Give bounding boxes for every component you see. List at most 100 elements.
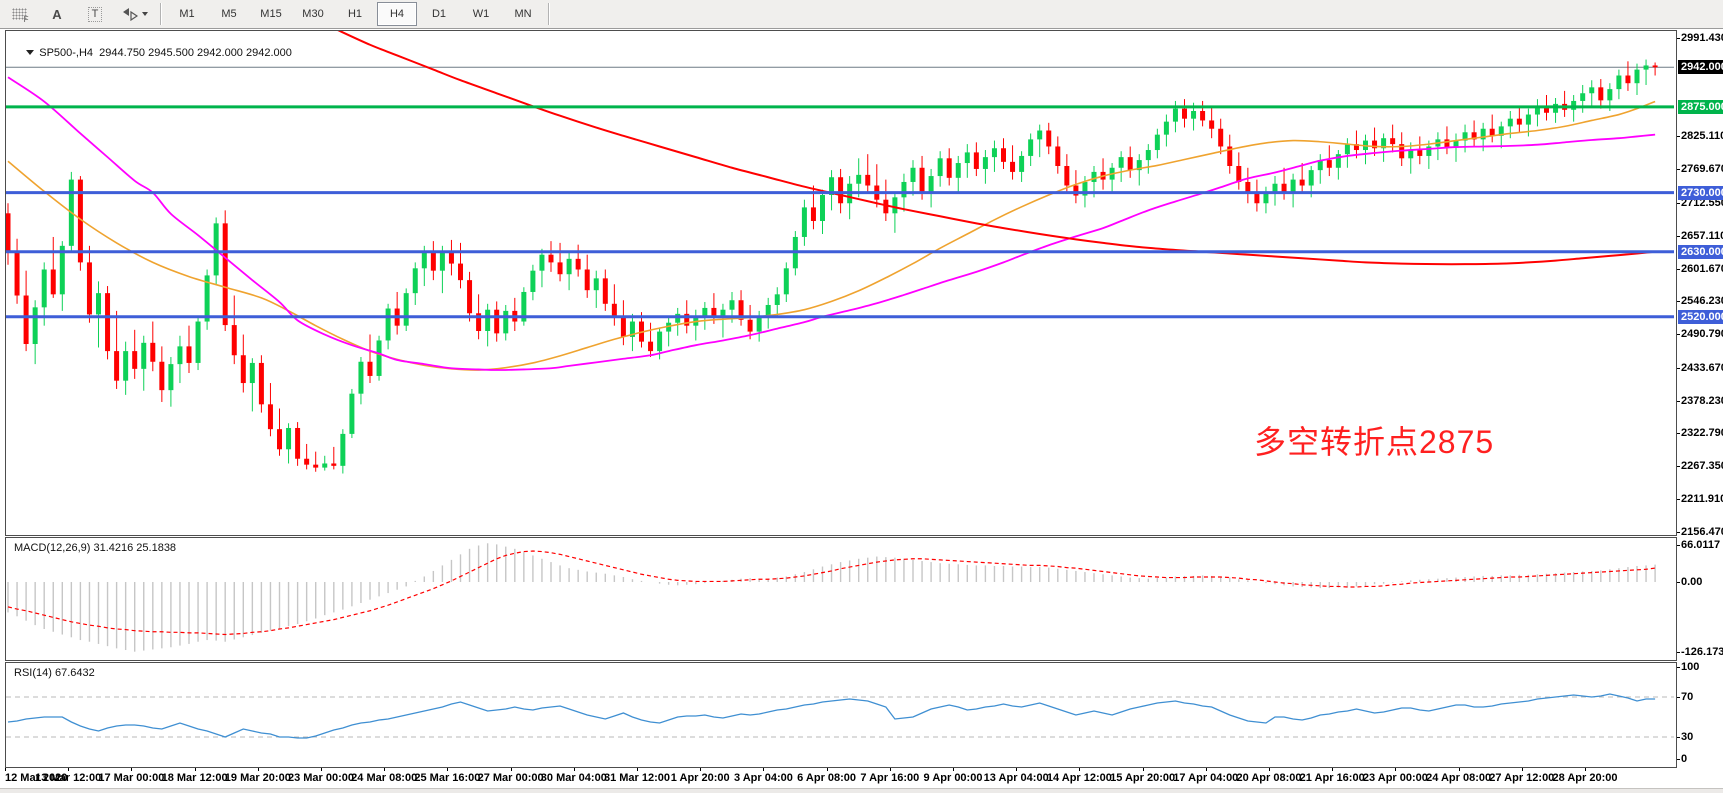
macd-canvas[interactable]: [6, 538, 1674, 658]
time-axis-tick: [763, 768, 765, 771]
macd-panel[interactable]: MACD(12,26,9) 31.4216 25.1838: [5, 537, 1677, 661]
candle-bearish: [684, 313, 690, 326]
candle-bullish: [892, 197, 898, 214]
timeframe-button-mn[interactable]: MN: [514, 8, 532, 20]
price-level-badge[interactable]: 2630.000: [1678, 244, 1723, 259]
rsi-canvas[interactable]: [6, 663, 1674, 765]
candle-bearish: [838, 177, 844, 204]
candle-bullish: [1272, 183, 1278, 192]
candle-bullish: [1019, 155, 1025, 172]
candle-bearish: [1471, 132, 1477, 140]
time-axis-label: 17 Mar 00:00: [98, 772, 165, 784]
grid-icon: F: [11, 8, 29, 24]
candle-bullish: [32, 307, 38, 345]
rsi-panel[interactable]: RSI(14) 67.6432: [5, 662, 1677, 768]
timeframe-button-h1[interactable]: H1: [347, 8, 363, 20]
rsi-line: [7, 693, 1656, 739]
timeframe-button-m15[interactable]: M15: [260, 8, 282, 20]
candle-bearish: [77, 179, 83, 263]
time-axis-label: 7 Apr 16:00: [860, 772, 920, 784]
candle-bullish: [937, 158, 943, 177]
candle-bullish: [249, 362, 255, 384]
toolbar: F A T M1 M5 M15 M30 H1 H4 D1 W1 MN: [0, 0, 1723, 29]
candle-bearish: [1236, 165, 1242, 182]
time-axis-label: 20 Apr 08:00: [1236, 772, 1302, 784]
time-axis-tick: [1585, 768, 1586, 771]
symbol-dropdown-icon[interactable]: [26, 50, 35, 55]
status-strip: [0, 788, 1723, 793]
candle-bullish: [1091, 171, 1097, 182]
time-axis-label: 23 Apr 00:00: [1362, 772, 1428, 784]
time-axis-label: 3 Apr 04:00: [733, 772, 793, 784]
time-axis-label: 6 Apr 08:00: [797, 772, 857, 784]
timeframe-button-m1[interactable]: M1: [179, 8, 195, 20]
candle-bullish: [1453, 140, 1459, 148]
arrows-tool-button[interactable]: [115, 2, 155, 26]
candle-bullish: [593, 278, 599, 291]
candle-bullish: [1308, 170, 1314, 186]
candle-bearish: [267, 404, 273, 430]
time-axis-tick: [1395, 768, 1397, 771]
time-axis-tick: [573, 768, 575, 771]
candle-bearish: [476, 313, 482, 331]
price-level-badge[interactable]: 2942.000: [1678, 60, 1723, 75]
candle-bullish: [412, 268, 418, 294]
candle-bearish: [1598, 87, 1604, 101]
ma-slow-line: [337, 31, 1656, 266]
timeframe-button-d1[interactable]: D1: [431, 8, 447, 20]
candle-bearish: [313, 464, 319, 468]
candles-layer: [6, 59, 1658, 474]
candle-bullish: [530, 270, 536, 292]
timeframe-button-h4[interactable]: H4: [377, 2, 417, 26]
grid-tool-button[interactable]: F: [1, 2, 37, 26]
candle-bullish: [765, 304, 771, 316]
candle-bullish: [1498, 126, 1504, 136]
price-level-badge[interactable]: 2520.000: [1678, 309, 1723, 324]
time-axis-tick: [321, 768, 322, 771]
timeframe-button-m5[interactable]: M5: [221, 8, 237, 20]
candle-bullish: [1616, 75, 1622, 90]
candle-bullish: [1145, 150, 1151, 161]
candle-bearish: [1417, 150, 1423, 156]
timeframe-button-m30[interactable]: M30: [302, 8, 324, 20]
time-axis: 12 Mar 2020 13 Mar 12:00 17 Mar 00:00 18 Ma…: [0, 768, 1723, 788]
candle-bearish: [114, 351, 120, 381]
candle-bullish: [566, 258, 572, 275]
candle-bearish: [810, 207, 816, 221]
candle-bearish: [430, 251, 436, 271]
candle-bearish: [222, 223, 228, 326]
candle-bullish: [1172, 108, 1178, 122]
candle-bearish: [240, 355, 246, 384]
candle-bullish: [1082, 181, 1088, 196]
candle-bullish: [991, 148, 997, 158]
candle-bearish: [304, 458, 310, 465]
price-chart-canvas[interactable]: [6, 31, 1674, 533]
timeframe-button-w1[interactable]: W1: [472, 8, 490, 20]
candle-bearish: [575, 258, 581, 270]
time-axis-label: 18 Mar 12:00: [161, 772, 228, 784]
price-level-badge[interactable]: 2730.000: [1678, 185, 1723, 200]
candle-bullish: [955, 163, 961, 178]
candle-bearish: [1625, 75, 1631, 84]
candle-bullish: [1507, 118, 1513, 127]
label-tool-button[interactable]: A: [39, 2, 75, 26]
main-chart-panel[interactable]: SP500-,H4 2944.750 2945.500 2942.000 294…: [5, 30, 1677, 536]
time-axis-label: 30 Mar 04:00: [540, 772, 607, 784]
candle-bullish: [1525, 114, 1531, 125]
price-level-badge[interactable]: 2875.000: [1678, 99, 1723, 114]
time-axis-label: 23 Mar 00:00: [287, 772, 355, 784]
candle-bullish: [629, 321, 635, 337]
time-axis-label: 1 Apr 20:00: [670, 772, 730, 784]
candle-bearish: [1064, 165, 1070, 186]
candle-bearish: [747, 319, 753, 332]
toolbar-separator: [548, 3, 550, 25]
candle-bullish: [1534, 106, 1540, 115]
candle-bullish: [421, 251, 427, 269]
candle-bearish: [467, 280, 473, 314]
candle-bearish: [448, 250, 454, 264]
time-axis-label: 17 Apr 04:00: [1173, 772, 1239, 784]
text-tool-button[interactable]: T: [77, 2, 113, 26]
candle-bullish: [756, 315, 762, 332]
time-axis-tick: [637, 768, 638, 771]
candle-bullish: [1426, 146, 1432, 156]
